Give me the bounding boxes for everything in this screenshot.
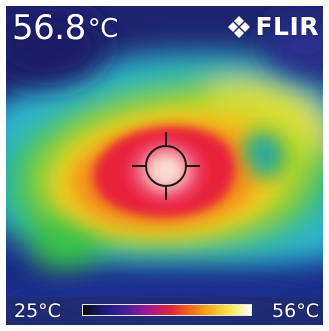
spot-temperature-unit: °C	[87, 14, 119, 44]
crosshair-icon	[132, 132, 200, 200]
flir-logo-icon	[228, 16, 251, 38]
brand-name: FLIR	[255, 12, 319, 41]
spot-temperature-readout: 56.8°C	[12, 8, 118, 48]
scale-max-label: 56°C	[272, 300, 319, 322]
color-scale-gradient	[82, 304, 252, 316]
thermal-image	[6, 6, 323, 325]
spot-temperature-value: 56.8	[12, 8, 86, 48]
scale-min-label: 25°C	[14, 300, 61, 322]
brand-logo: FLIR	[227, 14, 319, 40]
thermal-viewer: 56.8°C FLIR 25°C 56°C	[6, 6, 323, 325]
temperature-scale-bar: 25°C 56°C	[6, 297, 323, 325]
